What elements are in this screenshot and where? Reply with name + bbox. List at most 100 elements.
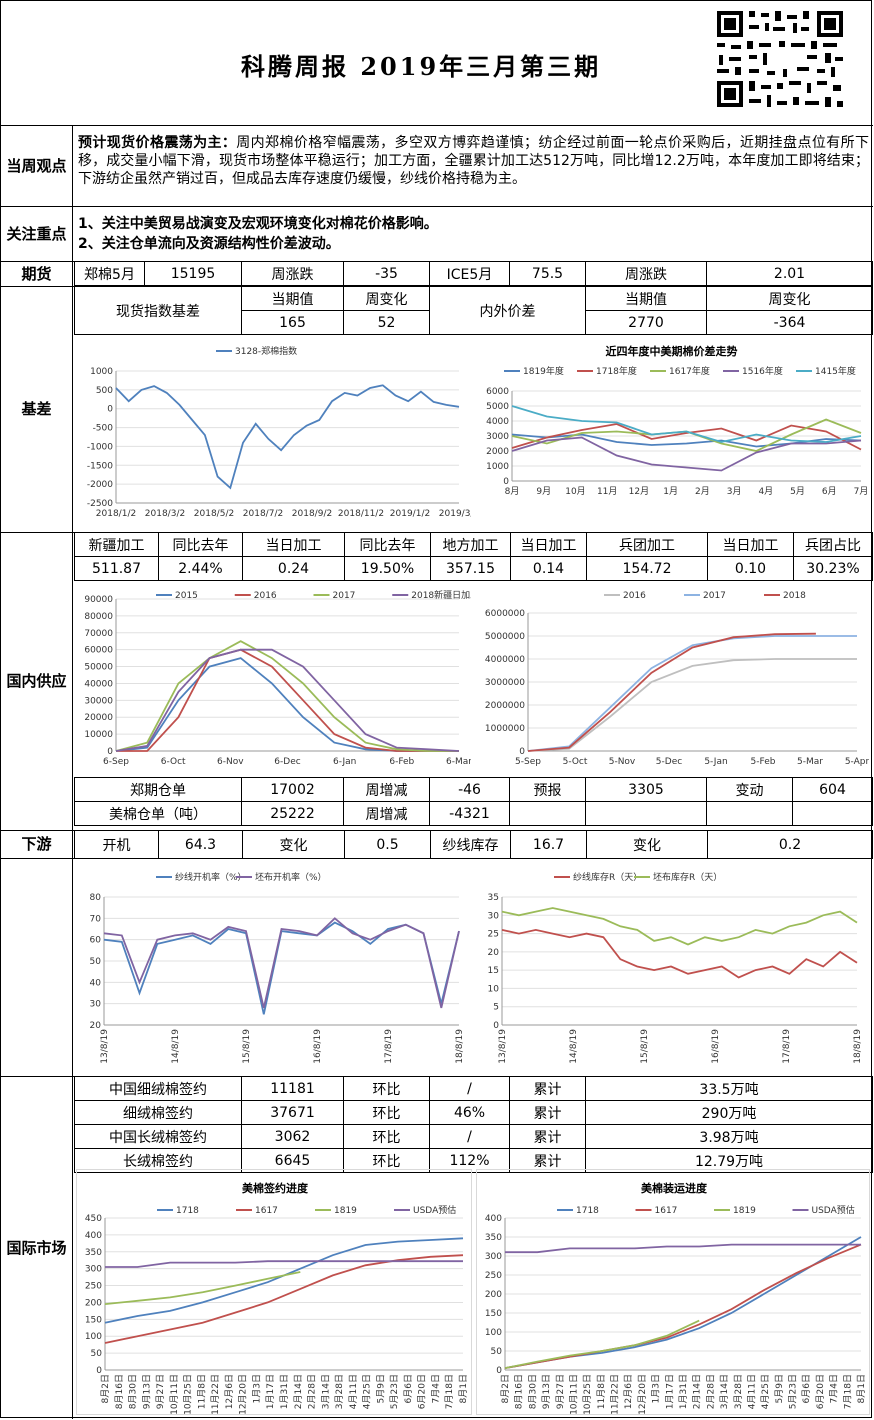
processing-value: 2.44% — [158, 556, 243, 581]
x-tick-label: 13/8/19 — [100, 1029, 110, 1064]
intl-cell: 环比 — [343, 1148, 430, 1173]
series-line — [115, 640, 459, 752]
x-tick-label: 1月17日 — [265, 1374, 276, 1409]
x-tick-label: 5-Feb — [751, 757, 776, 767]
x-tick-label: 5-Dec — [656, 757, 682, 767]
weekly-view-lead: 预计现货价格震荡为主： — [78, 135, 237, 151]
futures-cell: 郑棉5月 — [74, 261, 145, 286]
series-line — [511, 436, 862, 472]
x-tick-label: 18/8/19 — [455, 1029, 465, 1064]
y-tick-label: 50000 — [84, 663, 113, 673]
y-tick-label: 10000 — [84, 730, 113, 740]
y-tick-label: 250 — [485, 1271, 502, 1281]
intl-cell: 累计 — [509, 1148, 586, 1173]
x-tick-label: 10月11日 — [568, 1374, 579, 1415]
x-tick-label: 1月 — [663, 486, 678, 497]
x-tick-label: 6-Dec — [274, 757, 300, 767]
x-tick-label: 17/8/19 — [384, 1029, 394, 1064]
processing-header: 同比去年 — [158, 532, 243, 557]
series-line — [505, 1243, 861, 1254]
x-tick-label: 3月28日 — [334, 1374, 345, 1409]
x-tick-label: 9月27日 — [155, 1374, 166, 1409]
intl-cell: 累计 — [509, 1100, 586, 1125]
y-tick-label: 5000000 — [485, 632, 525, 642]
x-tick-label: 7月18日 — [842, 1374, 853, 1409]
x-tick-label: 2月14日 — [692, 1374, 703, 1409]
warrant-cell: 郑期仓单 — [74, 777, 242, 802]
downstream-label: 下游 — [1, 831, 73, 858]
x-tick-label: 10月11日 — [169, 1374, 180, 1415]
x-tick-label: 2月14日 — [293, 1374, 304, 1409]
legend-label: 1819 — [334, 1206, 357, 1216]
x-tick-label: 6月20日 — [815, 1374, 826, 1409]
x-tick-label: 8月2日 — [500, 1374, 511, 1403]
spread-current-value: 2770 — [585, 310, 707, 335]
x-tick-label: 5月 — [790, 486, 805, 497]
legend-label: 纱线开机率（%） — [175, 871, 247, 883]
x-tick-label: 11月8日 — [196, 1374, 207, 1409]
y-tick-label: 1000 — [90, 367, 113, 377]
futures-cell: ICE5月 — [429, 261, 510, 286]
series-line — [527, 632, 816, 752]
legend-label: 2018新疆日加工 — [411, 589, 471, 601]
x-tick-label: 7月4日 — [430, 1374, 441, 1403]
y-tick-label: 1000 — [486, 462, 509, 472]
warrant-row: 郑期仓单 17002 周增减 -46 预报 3305 变动 604 — [74, 777, 873, 802]
x-tick-label: 15/8/19 — [640, 1029, 650, 1064]
x-tick-label: 12月20日 — [637, 1374, 648, 1415]
y-tick-label: 20000 — [84, 713, 113, 723]
y-tick-label: 150 — [85, 1315, 102, 1325]
downstream-chart-section: 纱线开机率（%） 坯布开机率（%） 80 70 60 50 40 30 20 13/8/19 14/… — [1, 859, 873, 1077]
x-tick-label: 6-Sep — [103, 757, 129, 767]
warrant-cell: 17002 — [241, 777, 344, 802]
y-tick-label: 30 — [488, 911, 500, 921]
intl-cell: 环比 — [343, 1124, 430, 1149]
legend-label: 2015 — [175, 591, 198, 601]
legend-label: USDA预估 — [413, 1204, 456, 1216]
chart-title: 近四年度中美期棉价差走势 — [606, 344, 738, 358]
legend-label: 1718 — [576, 1206, 599, 1216]
x-tick-label: 5-Sep — [515, 757, 541, 767]
x-tick-label: 12月6日 — [224, 1374, 235, 1409]
x-tick-label: 4月11日 — [348, 1374, 359, 1409]
x-tick-label: 9月27日 — [555, 1374, 566, 1409]
futures-row: 郑棉5月 15195 周涨跌 -35 ICE5月 75.5 周涨跌 2.01 — [74, 261, 873, 286]
x-tick-label: 6月6日 — [801, 1374, 812, 1403]
warrant-cell: 604 — [792, 777, 873, 802]
focus-item: 1、关注中美贸易战演变及宏观环境变化对棉花价格影响。 — [78, 216, 438, 232]
processing-value: 30.23% — [793, 556, 873, 581]
y-tick-label: -2500 — [87, 499, 113, 509]
intl-cell: 3062 — [241, 1124, 344, 1149]
intl-cell: 37671 — [241, 1100, 344, 1125]
x-tick-label: 3月 — [727, 486, 742, 497]
y-tick-label: 50 — [91, 1349, 103, 1359]
series-line — [115, 648, 460, 752]
y-tick-label: 300 — [85, 1265, 102, 1275]
legend-label: 2016 — [254, 591, 277, 601]
downstream-cell: 0.5 — [344, 830, 431, 859]
downstream-cell: 开机 — [74, 830, 159, 859]
series-line — [115, 384, 460, 490]
legend-label: USDA预估 — [812, 1204, 855, 1216]
x-tick-label: 8月1日 — [856, 1374, 867, 1403]
y-tick-label: -1000 — [87, 442, 113, 452]
legend-label: 1516年度 — [742, 365, 783, 377]
x-tick-label: 5-Nov — [609, 757, 636, 767]
y-tick-label: 20 — [488, 948, 500, 958]
legend-label: 纱线库存R（天） — [573, 871, 642, 883]
x-tick-label: 1月3日 — [651, 1374, 662, 1403]
spot-change-header: 周变化 — [343, 286, 430, 311]
x-tick-label: 2018/3/2 — [145, 509, 185, 519]
y-tick-label: 5 — [493, 1003, 499, 1013]
x-tick-label: 12月 — [629, 486, 649, 497]
x-tick-label: 11月8日 — [596, 1374, 607, 1409]
x-tick-label: 9月 — [536, 486, 551, 497]
futures-cell: 2.01 — [706, 261, 873, 286]
intl-cell: 11181 — [241, 1076, 344, 1101]
x-tick-label: 1月31日 — [678, 1374, 689, 1409]
legend-label: 2018 — [783, 591, 806, 601]
series-line — [104, 1237, 464, 1324]
series-line — [504, 1319, 700, 1369]
y-tick-label: 2000 — [486, 447, 509, 457]
